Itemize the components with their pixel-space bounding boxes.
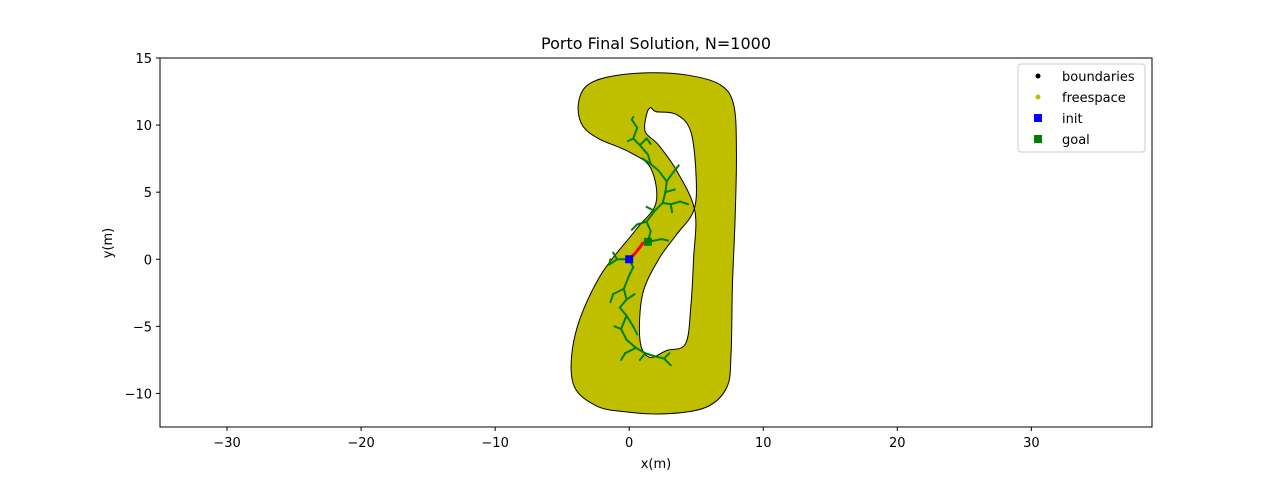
legend-freespace-label: freespace [1062, 91, 1126, 106]
y-axis: −10 −5 0 5 10 15 [125, 52, 160, 402]
tree-edge [632, 137, 641, 147]
tree-edge [630, 116, 635, 121]
tree-edge [624, 346, 637, 355]
tree-edge [653, 201, 664, 212]
x-tick-label: 0 [625, 436, 633, 451]
tree-edge [620, 314, 628, 331]
y-tick-label: 10 [135, 119, 152, 134]
tree-edge [636, 220, 648, 226]
tree-edge [609, 293, 615, 304]
tree-edge [622, 287, 628, 301]
x-axis: −30 −20 −10 0 10 20 30 [213, 427, 1040, 451]
plot-area [570, 72, 737, 415]
tree-edge [630, 223, 639, 231]
y-tick-label: −5 [133, 320, 152, 335]
x-tick-label: −30 [213, 436, 240, 451]
tree-edge [679, 200, 690, 206]
legend-boundaries-marker [1035, 73, 1041, 79]
tree-edge [660, 238, 670, 242]
tree-edge [645, 205, 656, 212]
tree-edge [652, 354, 666, 360]
tree-edge [672, 164, 680, 174]
tree-edge [645, 220, 652, 233]
tree-edge [625, 338, 637, 349]
x-tick-label: 30 [1023, 436, 1040, 451]
tree-edge [612, 251, 619, 261]
tree-edge [663, 357, 672, 367]
tree-edge [649, 163, 660, 172]
goal-marker [643, 237, 652, 246]
legend-freespace-marker [1035, 94, 1041, 100]
tree-edge [620, 352, 627, 361]
y-axis-title: y(m) [101, 228, 116, 259]
tree-edge [626, 137, 635, 143]
legend: boundaries freespace init goal [1017, 63, 1146, 153]
tree-edge [638, 352, 647, 361]
tree-edge [645, 137, 652, 145]
tree-edge [638, 144, 649, 156]
x-tick-label: 10 [755, 436, 772, 451]
tree-edge [622, 274, 631, 290]
legend-goal-label: goal [1062, 133, 1090, 148]
legend-boundaries-label: boundaries [1062, 70, 1135, 85]
y-tick-label: −10 [125, 387, 152, 402]
tree-edge [661, 201, 672, 206]
init-marker [625, 255, 634, 264]
tree-edge [618, 306, 628, 317]
tree-edge [663, 352, 671, 360]
tree-edge [632, 126, 639, 140]
tree-edge [608, 258, 612, 266]
x-tick-label: −20 [347, 436, 374, 451]
tree-edge [625, 314, 635, 328]
tree-edge [625, 293, 636, 301]
tree-edge [630, 118, 639, 129]
tree-edge [618, 298, 628, 309]
y-tick-label: 0 [144, 253, 152, 268]
tree-edge [664, 188, 676, 194]
plot-frame [159, 57, 1153, 428]
legend-init-label: init [1062, 112, 1083, 127]
tree-edge [665, 171, 675, 183]
tree-edge [612, 287, 625, 296]
tree-edge [644, 352, 655, 357]
x-tick-label: −10 [481, 436, 508, 451]
y-tick-label: 15 [135, 52, 152, 67]
tree-edge [669, 203, 674, 214]
tree-edge [638, 137, 648, 147]
tree-edge [628, 266, 635, 277]
legend-frame [1017, 63, 1146, 153]
legend-init-marker [1034, 114, 1042, 122]
tree-edge [669, 200, 682, 206]
legend-goal-marker [1034, 135, 1042, 143]
tree-edge [657, 169, 668, 183]
tree-edge [641, 157, 652, 166]
tree-edge [608, 258, 619, 266]
tree-edge [646, 153, 652, 166]
freespace-region [570, 72, 737, 415]
tree-edge [620, 328, 628, 341]
tree-edge [634, 346, 647, 355]
tree-edge [613, 325, 623, 331]
tree-edge [661, 191, 667, 204]
rrt-tree [608, 116, 690, 367]
y-tick-label: 5 [144, 186, 152, 201]
x-tick-label: 20 [889, 436, 906, 451]
tree-edge [664, 180, 668, 194]
tree-edge [632, 325, 639, 336]
x-axis-title: x(m) [641, 457, 672, 472]
tree-edge [645, 209, 656, 223]
chart-title: Porto Final Solution, N=1000 [541, 34, 771, 53]
